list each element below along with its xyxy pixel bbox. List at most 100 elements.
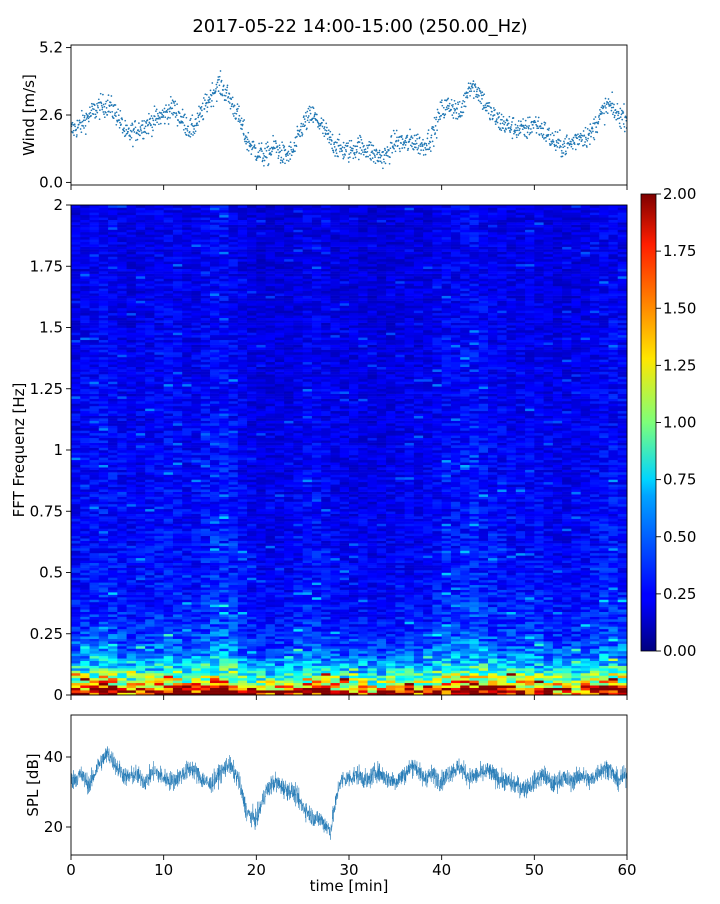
wind-point (352, 148, 354, 150)
spectrogram-cell (229, 624, 239, 627)
spectrogram-cell (275, 690, 285, 693)
spectrogram-cell (99, 622, 109, 625)
spectrogram-cell (136, 648, 146, 651)
wind-point (369, 154, 371, 156)
spectrogram-cell (201, 602, 211, 605)
wind-point (237, 108, 239, 110)
wind-point (617, 114, 619, 116)
spectrogram-cell (117, 680, 127, 683)
spectrogram-cell (256, 648, 266, 651)
wind-point (553, 135, 555, 137)
wind-point (334, 146, 336, 148)
spectrogram-cell (553, 609, 563, 612)
spectrogram-cell (507, 641, 517, 644)
wind-point (84, 119, 86, 121)
spectrogram-cell (395, 612, 405, 615)
spectrogram-cell (460, 573, 470, 576)
wind-point (453, 112, 455, 114)
spectrogram-cell (108, 634, 118, 637)
spectrogram-cell (173, 585, 183, 588)
spectrogram-cell (247, 612, 257, 615)
wind-point (501, 114, 503, 116)
spectrogram-cell (108, 624, 118, 627)
spectrogram-cell (599, 585, 609, 588)
spectrogram-cell (256, 626, 266, 629)
wind-point (455, 118, 457, 120)
spectrogram-cell (581, 648, 591, 651)
spectrogram-cell (618, 587, 628, 590)
spectrogram-cell (164, 565, 174, 568)
spectrogram-cell (553, 585, 563, 588)
spectrogram-cell (442, 604, 452, 607)
spectrogram-cell (145, 661, 155, 664)
spectrogram-cell (219, 570, 229, 573)
spectrogram-cell (219, 575, 229, 578)
wind-point (381, 162, 383, 164)
spectrogram-cell (553, 636, 563, 639)
spectrogram-cell (608, 555, 618, 558)
spectrogram-cell (219, 680, 229, 683)
wind-point (530, 128, 532, 130)
spectrogram-cell (117, 653, 127, 656)
spectrogram-cell (219, 597, 229, 600)
spectrogram-cell (191, 587, 201, 590)
spectrogram-cell (210, 607, 220, 610)
spectrogram-cell (358, 673, 368, 676)
spectrogram-cell (210, 636, 220, 639)
spectrogram-cell (145, 671, 155, 674)
spectrogram-cell (442, 644, 452, 647)
spectrogram-cell (368, 619, 378, 622)
wind-point (417, 149, 419, 151)
spectrogram-cell (182, 639, 192, 642)
spectrogram-cell (154, 675, 164, 678)
spectrogram-cell (544, 631, 554, 634)
spectrogram-cell (201, 617, 211, 620)
spectrogram-cell (321, 663, 331, 666)
wind-point (362, 143, 364, 145)
spectrogram-cell (442, 680, 452, 683)
spectrogram-cell (534, 619, 544, 622)
spectrogram-cell (377, 663, 387, 666)
spectrogram-cell (488, 573, 498, 576)
wind-point (383, 158, 385, 160)
spectrogram-cell (358, 563, 368, 566)
spectrogram-cell (90, 663, 100, 666)
spectrogram-cell (117, 644, 127, 647)
spectrogram-cell (145, 558, 155, 561)
spectrogram-cell (599, 558, 609, 561)
spectrogram-cell (590, 602, 600, 605)
spectrogram-cell (303, 641, 313, 644)
spectrogram-cell (377, 651, 387, 654)
spectrogram-cell (210, 688, 220, 691)
spectrogram-cell (154, 661, 164, 664)
spectrogram-cell (210, 609, 220, 612)
wind-point (333, 152, 335, 154)
spectrogram-cell (432, 680, 442, 683)
spectrogram-cell (618, 607, 628, 610)
wind-point (503, 124, 505, 126)
wind-point (522, 128, 524, 130)
spectrogram-cell (191, 602, 201, 605)
wind-point (164, 116, 166, 118)
spectrogram-cell (608, 582, 618, 585)
spectrogram-cell (451, 573, 461, 576)
spectrogram-cell (210, 580, 220, 583)
spectrogram-cell (99, 671, 109, 674)
spectrogram-cell (432, 651, 442, 654)
wind-point (367, 151, 369, 153)
spectrogram-cell (562, 614, 572, 617)
spectrogram-cell (312, 582, 322, 585)
spectrogram-cell (293, 597, 303, 600)
wind-point (325, 123, 327, 125)
wind-point (391, 142, 393, 144)
spectrogram-cell (432, 570, 442, 573)
wind-point (392, 145, 394, 147)
spectrogram-cell (321, 585, 331, 588)
wind-point (222, 89, 224, 91)
spectrogram-cell (266, 671, 276, 674)
spectrogram-cell (219, 612, 229, 615)
spectrogram-cell (117, 614, 127, 617)
spectrogram-cell (340, 573, 350, 576)
spectrogram-cell (581, 690, 591, 693)
spectrogram-cell (377, 602, 387, 605)
